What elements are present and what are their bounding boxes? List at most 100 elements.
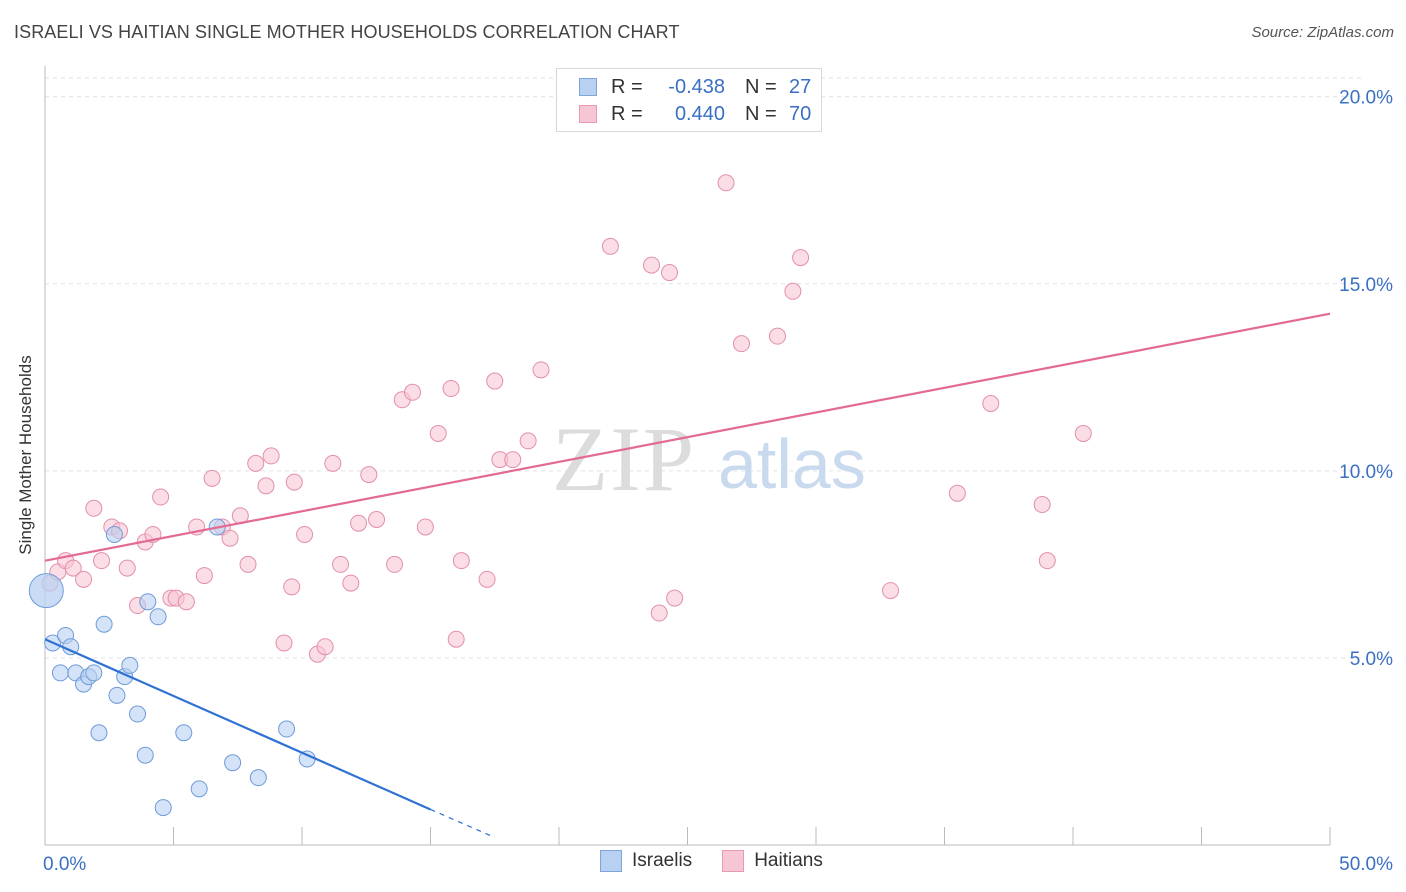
grid-lines: [45, 77, 1365, 659]
haitian-point: [195, 567, 213, 585]
israeli-point: [129, 705, 147, 723]
israeli-point: [90, 724, 108, 742]
source-credit: Source: ZipAtlas.com: [1251, 24, 1394, 41]
haitians-legend-swatch: [722, 850, 745, 872]
israeli-point: [51, 664, 69, 682]
legend-row-haitians: R = 0.440 N = 70: [579, 100, 811, 128]
israeli-point: [154, 799, 172, 817]
israeli-point: [28, 573, 64, 609]
series-legend: Israelis Haitians: [600, 850, 853, 872]
haitian-point: [118, 559, 136, 577]
haitians-r-value: 0.440: [674, 102, 725, 125]
haitians-trend-line: [44, 312, 1331, 562]
haitian-point: [296, 525, 314, 543]
haitian-point: [404, 383, 422, 401]
correlation-legend: R = -0.438 N = 27 R = 0.440 N = 70: [556, 68, 822, 132]
israeli-point: [175, 724, 193, 742]
haitian-point: [792, 249, 810, 267]
israelis-r-value: -0.438: [668, 75, 725, 98]
israeli-point: [108, 686, 126, 704]
israelis-trend-extension: [430, 808, 495, 839]
haitian-point: [601, 237, 619, 255]
n-label: N =: [745, 102, 777, 125]
israelis-legend-swatch: [600, 850, 622, 872]
haitian-point: [350, 514, 368, 532]
y-tick-label: 20.0%: [1339, 88, 1393, 109]
haitian-point: [532, 361, 550, 379]
haitian-point: [316, 638, 334, 656]
haitian-point: [275, 634, 293, 652]
haitian-point: [332, 555, 350, 573]
haitian-point: [429, 424, 447, 442]
israeli-point: [278, 720, 296, 738]
haitians-points: [41, 91, 1092, 663]
haitian-point: [768, 327, 786, 345]
haitian-point: [75, 570, 93, 588]
haitian-point: [203, 469, 221, 487]
haitian-point: [257, 477, 275, 495]
tick-labels: 5.0% 10.0% 15.0% 20.0% 0.0% 50.0%: [43, 88, 1393, 875]
r-label: R =: [611, 102, 643, 125]
israeli-point: [190, 780, 208, 798]
israelis-swatch: [579, 78, 597, 96]
r-label: R =: [611, 75, 643, 98]
haitian-point: [368, 510, 386, 528]
legend-row-israelis: R = -0.438 N = 27: [579, 73, 811, 101]
x-tick-label-min: 0.0%: [43, 854, 86, 875]
haitian-point: [85, 499, 103, 517]
haitian-point: [416, 518, 434, 536]
israeli-point: [224, 754, 242, 772]
haitian-point: [504, 451, 522, 469]
y-tick-label: 10.0%: [1339, 462, 1393, 483]
haitian-point: [650, 604, 668, 622]
israeli-point: [121, 656, 139, 674]
haitian-point: [152, 488, 170, 506]
haitian-point: [982, 395, 1000, 413]
israeli-point: [105, 525, 123, 543]
n-label: N =: [745, 75, 777, 98]
haitian-point: [283, 578, 301, 596]
israelis-n-value: 27: [789, 75, 812, 98]
trend-lines: [44, 312, 1331, 839]
haitian-point: [452, 552, 470, 570]
haitian-point: [661, 264, 679, 282]
legend-item-israelis[interactable]: Israelis: [600, 850, 692, 872]
haitian-point: [221, 529, 239, 547]
haitian-point: [717, 174, 735, 192]
haitian-point: [882, 582, 900, 600]
y-tick-label: 15.0%: [1339, 275, 1393, 296]
watermark: ZIP atlas: [552, 408, 866, 510]
israeli-point: [149, 608, 167, 626]
haitian-point: [239, 555, 257, 573]
haitians-swatch: [579, 105, 597, 123]
haitian-point: [360, 466, 378, 484]
haitians-n-value: 70: [789, 102, 812, 125]
haitian-point: [64, 559, 82, 577]
haitian-point: [93, 552, 111, 570]
israelis-trend-line: [44, 638, 431, 811]
israeli-point: [249, 769, 267, 787]
israelis-points: [28, 518, 316, 817]
haitian-point: [342, 574, 360, 592]
haitian-point: [177, 593, 195, 611]
haitian-point: [247, 454, 265, 472]
haitian-point: [324, 454, 342, 472]
haitian-point: [447, 630, 465, 648]
y-axis-label: Single Mother Households: [16, 355, 35, 555]
legend-item-haitians[interactable]: Haitians: [722, 850, 823, 872]
israeli-point: [85, 664, 103, 682]
haitian-point: [784, 282, 802, 300]
haitian-point: [442, 380, 460, 398]
israelis-legend-label: Israelis: [632, 850, 693, 871]
haitian-point: [262, 447, 280, 465]
israeli-point: [139, 593, 157, 611]
watermark-atlas: atlas: [718, 425, 866, 503]
haitian-point: [519, 432, 537, 450]
axes: [44, 66, 1331, 846]
haitian-point: [386, 555, 404, 573]
haitian-point: [486, 372, 504, 390]
haitian-point: [1074, 424, 1092, 442]
haitian-point: [643, 256, 661, 274]
haitian-point: [285, 473, 303, 491]
